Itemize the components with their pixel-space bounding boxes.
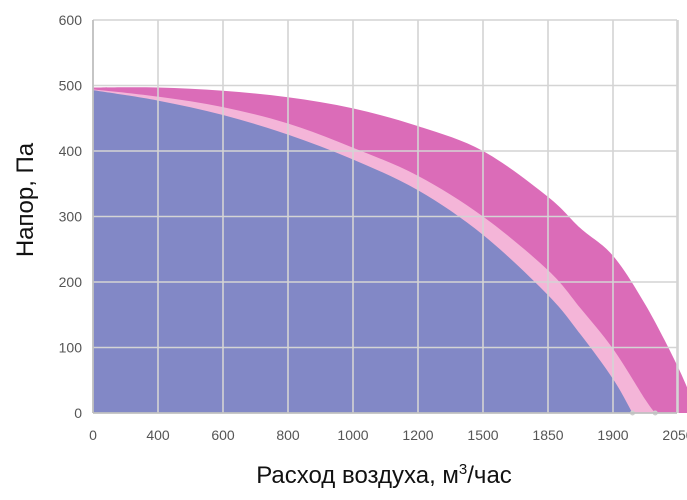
x-tick-label: 800	[276, 427, 300, 443]
y-tick-label: 400	[59, 143, 83, 159]
area-series-3	[93, 90, 633, 414]
y-axis-label: Напор, Па	[12, 142, 39, 257]
y-tick-label: 600	[59, 12, 83, 28]
x-tick-label: 1850	[532, 427, 563, 443]
y-tick-label: 300	[59, 209, 83, 225]
x-axis-label: Расход воздуха, м3/час	[256, 461, 512, 489]
y-tick-label: 0	[74, 405, 82, 421]
area-series-group	[93, 87, 687, 416]
x-tick-label: 1500	[467, 427, 498, 443]
y-tick-labels: 0 100 200 300 400 500 600	[59, 12, 83, 421]
x-tick-label: 0	[89, 427, 97, 443]
x-axis-label-suffix: /час	[467, 462, 512, 489]
x-tick-label: 1200	[402, 427, 433, 443]
x-tick-label: 600	[211, 427, 235, 443]
x-axis-label-main: Расход воздуха, м	[256, 462, 459, 489]
x-tick-label: 1000	[337, 427, 368, 443]
x-tick-label: 1900	[597, 427, 628, 443]
x-tick-labels: 0 400 600 800 1000 1200 1500 1850 1900 2050	[89, 427, 687, 443]
x-tick-label: 400	[146, 427, 170, 443]
y-tick-label: 200	[59, 274, 83, 290]
x-tick-label: 2050	[662, 427, 687, 443]
x-axis-label-superscript: 3	[459, 461, 467, 478]
y-tick-label: 100	[59, 340, 83, 356]
y-tick-label: 500	[59, 78, 83, 94]
axes	[92, 20, 677, 414]
